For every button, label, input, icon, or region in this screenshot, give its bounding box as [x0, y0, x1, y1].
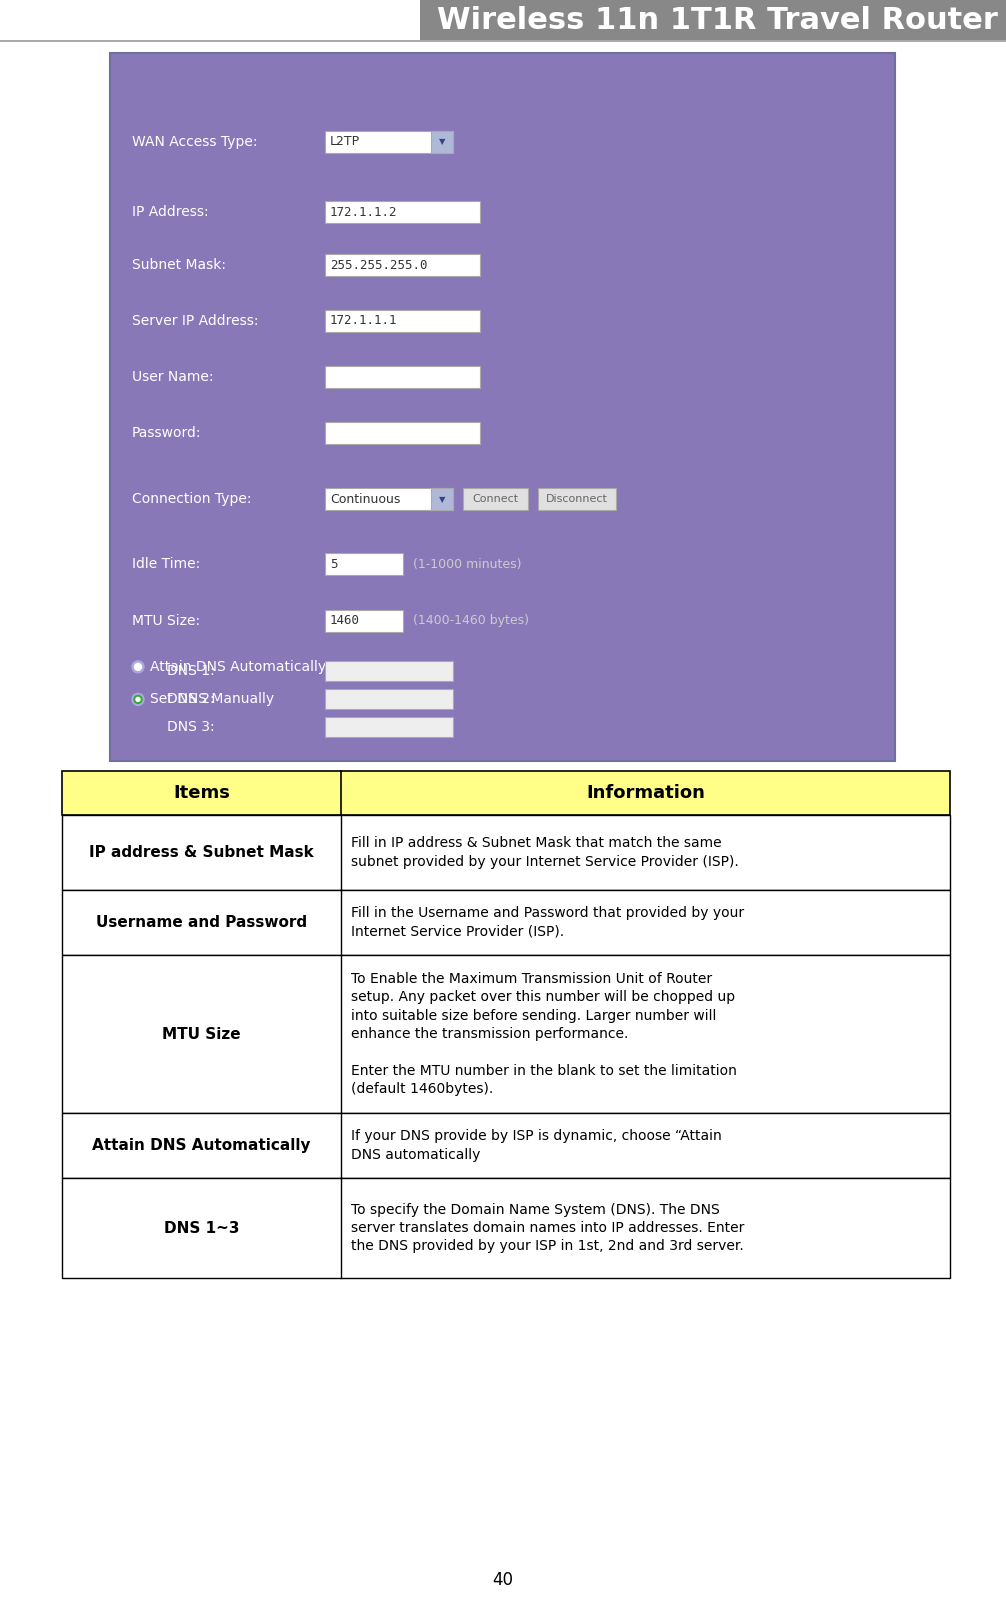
Text: Username and Password: Username and Password [96, 916, 307, 930]
Text: Set DNS Manually: Set DNS Manually [150, 692, 274, 706]
Bar [62, 1178, 950, 1278]
Text: MTU Size: MTU Size [162, 1026, 240, 1042]
Text: IP address & Subnet Mask: IP address & Subnet Mask [90, 845, 314, 860]
Text: 255.255.255.0: 255.255.255.0 [330, 259, 428, 272]
Text: Fill in IP address & Subnet Mask that match the same
subnet provided by your Int: Fill in IP address & Subnet Mask that ma… [351, 836, 738, 869]
Bar [62, 1113, 950, 1178]
Bar [325, 423, 480, 443]
Text: Idle Time:: Idle Time: [132, 557, 200, 572]
Circle shape [132, 693, 144, 706]
Bar [325, 661, 453, 680]
Bar [325, 309, 480, 331]
Text: Information: Information [586, 784, 705, 802]
Text: ▼: ▼ [439, 495, 446, 504]
Text: DNS 1:: DNS 1: [167, 664, 214, 677]
Text: IP Address:: IP Address: [132, 205, 208, 219]
Text: MTU Size:: MTU Size: [132, 613, 200, 628]
Bar [325, 610, 403, 632]
Text: (1400-1460 bytes): (1400-1460 bytes) [413, 615, 529, 628]
Text: DNS 3:: DNS 3: [167, 720, 214, 733]
Text: To specify the Domain Name System (DNS). The DNS
server translates domain names : To specify the Domain Name System (DNS).… [351, 1202, 744, 1254]
Text: Fill in the Username and Password that provided by your
Internet Service Provide: Fill in the Username and Password that p… [351, 906, 744, 938]
Text: 40: 40 [493, 1571, 513, 1590]
Text: 5: 5 [330, 557, 337, 570]
Text: Attain DNS Automatically: Attain DNS Automatically [93, 1138, 311, 1153]
Circle shape [134, 695, 142, 703]
Text: To Enable the Maximum Transmission Unit of Router
setup. Any packet over this nu: To Enable the Maximum Transmission Unit … [351, 972, 736, 1097]
Bar [62, 890, 950, 956]
Bar [538, 488, 616, 511]
Text: Attain DNS Automatically: Attain DNS Automatically [150, 660, 326, 674]
Text: (1-1000 minutes): (1-1000 minutes) [413, 557, 521, 570]
Text: Continuous: Continuous [330, 493, 400, 506]
Bar [62, 772, 950, 815]
Text: Items: Items [173, 784, 230, 802]
Bar [420, 0, 1006, 40]
Text: L2TP: L2TP [330, 134, 360, 147]
Text: DNS 2:: DNS 2: [167, 692, 214, 706]
Bar [325, 717, 453, 736]
Bar [325, 688, 453, 709]
Circle shape [132, 661, 144, 672]
Bar [325, 131, 453, 152]
Bar [62, 815, 950, 890]
Text: DNS 1~3: DNS 1~3 [164, 1220, 239, 1236]
Text: 172.1.1.2: 172.1.1.2 [330, 207, 397, 219]
Bar [325, 255, 480, 277]
Bar [431, 488, 453, 511]
Bar [110, 53, 895, 760]
Bar [62, 956, 950, 1113]
Bar [325, 202, 480, 223]
Bar [0, 40, 1006, 42]
Text: Password:: Password: [132, 426, 201, 440]
Text: 172.1.1.1: 172.1.1.1 [330, 314, 397, 327]
Bar [325, 488, 453, 511]
Circle shape [135, 663, 142, 671]
Text: 1460: 1460 [330, 615, 360, 628]
Text: User Name:: User Name: [132, 370, 213, 384]
Bar [463, 488, 528, 511]
Bar [431, 131, 453, 152]
Text: WAN Access Type:: WAN Access Type: [132, 134, 258, 149]
Text: Connection Type:: Connection Type: [132, 492, 252, 506]
Text: Wireless 11n 1T1R Travel Router: Wireless 11n 1T1R Travel Router [438, 5, 998, 35]
Bar [325, 365, 480, 387]
Text: Server IP Address:: Server IP Address: [132, 314, 259, 328]
Circle shape [136, 698, 140, 701]
Text: ▼: ▼ [439, 138, 446, 146]
Text: If your DNS provide by ISP is dynamic, choose “Attain
DNS automatically: If your DNS provide by ISP is dynamic, c… [351, 1129, 721, 1162]
Text: Subnet Mask:: Subnet Mask: [132, 258, 226, 272]
Text: Connect: Connect [472, 495, 518, 504]
Bar [325, 554, 403, 575]
Text: Disconnect: Disconnect [546, 495, 608, 504]
